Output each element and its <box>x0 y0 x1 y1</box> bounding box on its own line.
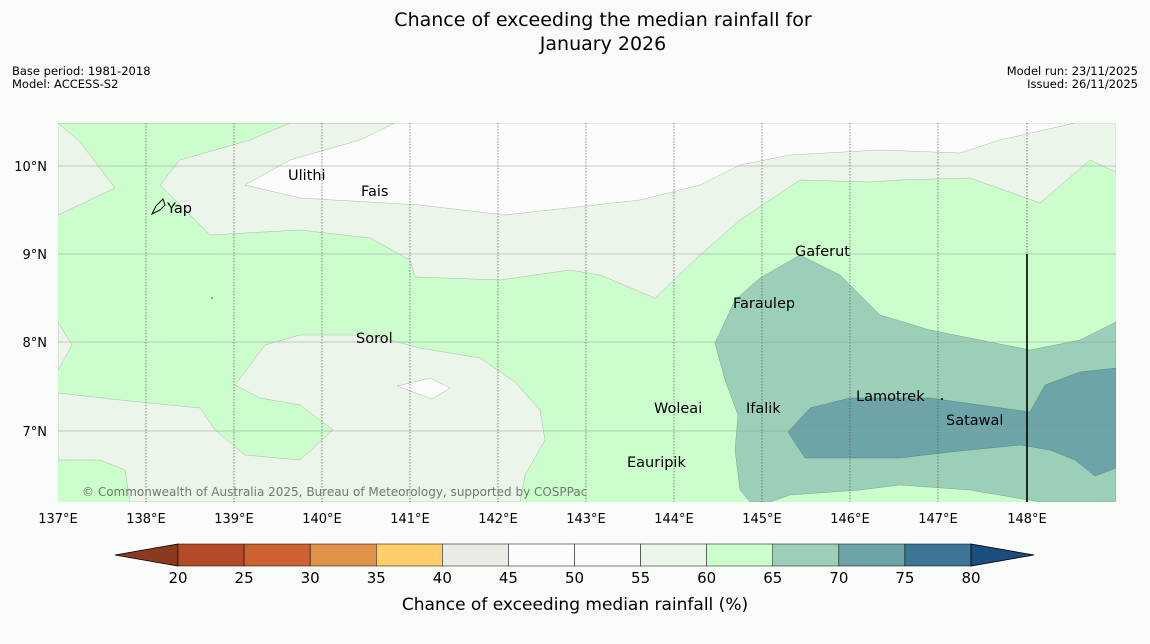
place-gaferut: Gaferut <box>795 244 850 260</box>
colorbar-tick-label: 50 <box>565 569 584 587</box>
lat-label: 8°N <box>23 336 48 351</box>
colorbar-label: Chance of exceeding median rainfall (%) <box>402 595 748 615</box>
colorbar-segment <box>640 543 707 567</box>
lon-label: 148°E <box>1007 512 1047 527</box>
lon-label: 143°E <box>566 512 606 527</box>
title-line-2: January 2026 <box>539 33 667 55</box>
colorbar-tick-label: 60 <box>697 569 716 587</box>
latitude-gridlines <box>58 165 1116 432</box>
lat-label: 7°N <box>23 425 48 440</box>
colorbar-tick-label: 20 <box>168 569 187 587</box>
colorbar-tick-label: 70 <box>829 569 848 587</box>
place-satawal: Satawal <box>946 413 1003 429</box>
lon-label: 142°E <box>478 512 518 527</box>
reef-dot <box>211 297 213 299</box>
region-70-75 <box>787 367 1116 477</box>
colorbar-segment <box>508 543 575 567</box>
place-yap: Yap <box>166 201 192 217</box>
colorbar-tick-label: 55 <box>631 569 650 587</box>
colorbar-tick-label: 65 <box>763 569 782 587</box>
base-period: Base period: 1981-2018 <box>12 64 151 78</box>
longitude-gridlines <box>145 123 1028 502</box>
lon-label: 141°E <box>390 512 430 527</box>
model-name: Model: ACCESS-S2 <box>12 77 119 91</box>
copyright-text: © Commonwealth of Australia 2025, Bureau… <box>82 485 587 499</box>
place-sorol: Sorol <box>356 331 393 347</box>
lon-label: 137°E <box>38 512 78 527</box>
colorbar-segment <box>574 543 641 567</box>
colorbar-tick-label: 25 <box>235 569 254 587</box>
meta-left: Base period: 1981-2018 Model: ACCESS-S2 <box>12 65 151 91</box>
colorbar-segment <box>772 543 840 567</box>
place-fais: Fais <box>361 184 388 200</box>
colorbar-segment <box>177 543 245 567</box>
lon-label: 139°E <box>214 512 254 527</box>
lon-label: 145°E <box>742 512 782 527</box>
colorbar-segment <box>904 543 972 567</box>
colorbar-segment <box>376 543 443 567</box>
colorbar-tick-label: 80 <box>961 569 980 587</box>
lon-label: 147°E <box>918 512 958 527</box>
model-run: Model run: 23/11/2025 <box>1006 64 1138 78</box>
colorbar-extend-high <box>970 543 1035 567</box>
map-area: © Commonwealth of Australia 2025, Bureau… <box>58 123 1116 502</box>
colorbar-tick-label: 35 <box>367 569 386 587</box>
meta-right: Model run: 23/11/2025 Issued: 26/11/2025 <box>1007 65 1138 91</box>
colorbar-segment <box>243 543 311 567</box>
longitude-labels: 137°E 138°E 139°E 140°E 141°E 142°E 143°… <box>38 512 1047 527</box>
colorbar-tick-label: 30 <box>301 569 320 587</box>
yap-island-shape <box>150 198 166 216</box>
lon-label: 146°E <box>830 512 870 527</box>
lat-label: 9°N <box>23 248 48 263</box>
region-50-55-patch <box>396 377 451 400</box>
lon-label: 140°E <box>302 512 342 527</box>
colorbar-segment <box>706 543 774 567</box>
place-eauripik: Eauripik <box>627 455 686 471</box>
colorbar-segment <box>442 543 509 567</box>
colorbar-tick-label: 45 <box>499 569 518 587</box>
colorbar-tick-label: 40 <box>433 569 452 587</box>
lon-label: 138°E <box>126 512 166 527</box>
place-woleai: Woleai <box>654 401 702 417</box>
colorbar: 20 25 30 35 40 45 50 55 60 65 70 75 80 <box>114 543 1035 587</box>
place-faraulep: Faraulep <box>733 296 795 312</box>
region-55-60-central <box>58 334 546 502</box>
colorbar-extend-low <box>114 543 179 567</box>
chart-title: Chance of exceeding the median rainfall … <box>0 8 1150 56</box>
title-line-1: Chance of exceeding the median rainfall … <box>394 9 812 31</box>
issued-date: Issued: 26/11/2025 <box>1027 77 1138 91</box>
region-55-60-west <box>58 123 116 216</box>
region-55-60-edge <box>58 321 73 371</box>
lat-label: 10°N <box>14 160 47 175</box>
place-ifalik: Ifalik <box>746 401 781 417</box>
colorbar-segment <box>309 543 377 567</box>
lon-label: 144°E <box>654 512 694 527</box>
satawal-dot <box>941 398 943 400</box>
region-50-55-north <box>244 123 1076 216</box>
place-ulithi: Ulithi <box>288 168 326 184</box>
colorbar-tick-label: 75 <box>895 569 914 587</box>
latitude-labels: 10°N 9°N 8°N 7°N <box>14 160 47 440</box>
colorbar-segment <box>838 543 906 567</box>
place-lamotrek: Lamotrek <box>856 389 925 405</box>
